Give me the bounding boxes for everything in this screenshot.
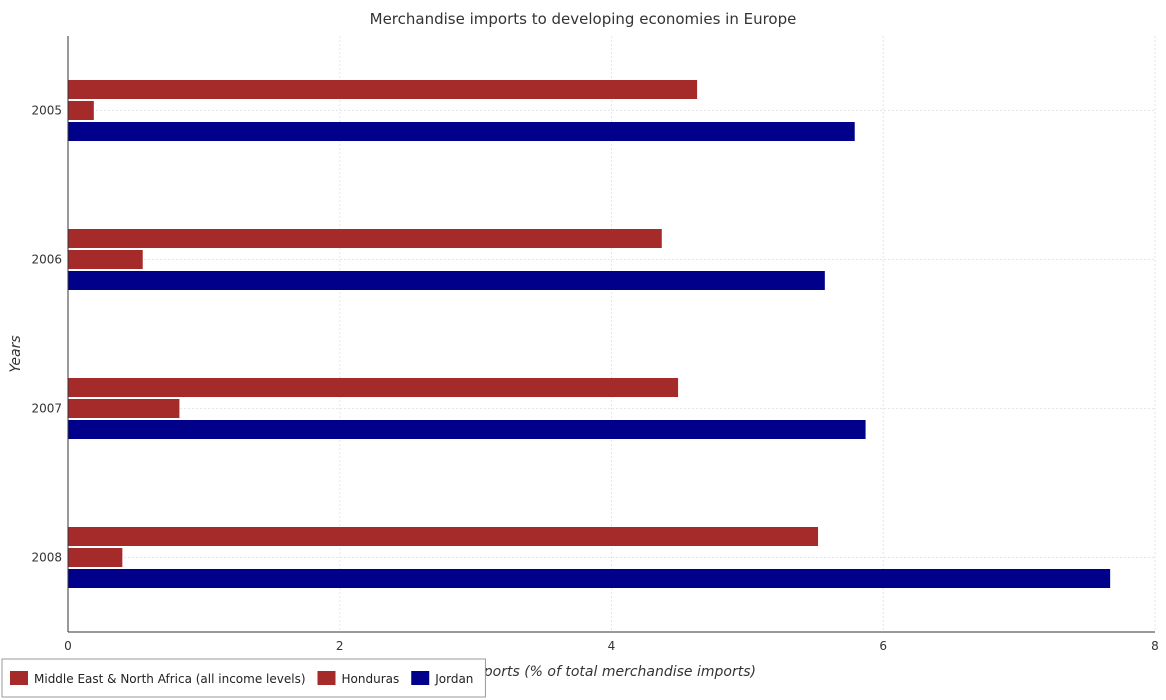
bar-jordan-2007: [68, 420, 866, 439]
legend-box: [1, 658, 486, 698]
bar-middle-east-north-africa-all-income-levels--2008: [68, 527, 819, 546]
bar-jordan-2005: [68, 122, 855, 141]
legend-label: Honduras: [342, 672, 400, 686]
x-tick-label: 4: [608, 639, 616, 653]
x-tick-label: 2: [336, 639, 344, 653]
legend-swatch: [10, 671, 28, 685]
bar-middle-east-north-africa-all-income-levels--2007: [68, 378, 679, 397]
legend-label: Jordan: [434, 672, 473, 686]
y-axis-label: Years: [8, 335, 24, 372]
legend: Middle East & North Africa (all income l…: [1, 658, 486, 698]
bars: [68, 80, 1111, 588]
bar-honduras-2007: [68, 399, 180, 418]
x-tick-label: 8: [1151, 639, 1159, 653]
y-tick-label: 2005: [31, 104, 62, 118]
legend-label: Middle East & North Africa (all income l…: [34, 672, 306, 686]
x-tick-label: 6: [879, 639, 887, 653]
chart-title: Merchandise imports to developing econom…: [370, 10, 797, 28]
bar-jordan-2006: [68, 271, 825, 290]
legend-swatch: [411, 671, 430, 685]
axes: 0 2 4 6 8 2005 2006 2007 2008: [31, 36, 1159, 653]
bar-honduras-2006: [68, 250, 143, 269]
x-tick-label: 0: [64, 639, 72, 653]
bar-honduras-2008: [68, 548, 123, 567]
bar-honduras-2005: [68, 101, 94, 120]
bar-jordan-2008: [68, 569, 1111, 588]
legend-swatch: [317, 671, 336, 685]
x-axis-label: Imports (% of total merchandise imports): [466, 664, 756, 680]
y-tick-label: 2006: [31, 253, 62, 267]
y-tick-label: 2007: [31, 402, 62, 416]
y-tick-label: 2008: [31, 551, 62, 565]
bar-middle-east-north-africa-all-income-levels--2005: [68, 80, 698, 99]
bar-middle-east-north-africa-all-income-levels--2006: [68, 229, 662, 248]
